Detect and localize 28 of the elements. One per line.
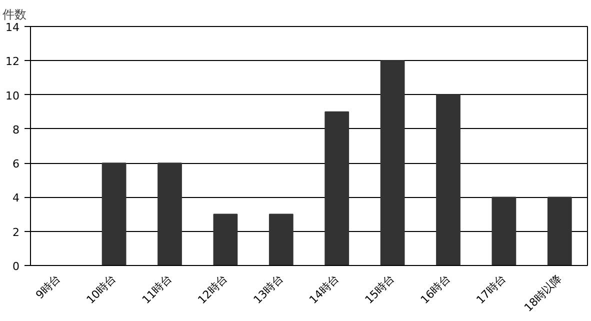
x-tick-label: 14時台 — [306, 272, 342, 307]
y-tick-label: 2 — [12, 226, 20, 239]
bar — [158, 162, 182, 266]
y-tick-label: 8 — [12, 123, 20, 136]
y-tick-label: 6 — [12, 158, 20, 171]
x-tick-label: 9時台 — [33, 272, 63, 302]
bar — [547, 196, 572, 266]
x-tick-label: 16時台 — [418, 272, 453, 307]
bar — [492, 196, 516, 266]
y-axis-title: 件数 — [2, 8, 26, 22]
y-tick-label: 10 — [6, 89, 20, 102]
x-tick-label: 11時台 — [140, 272, 174, 307]
x-tick-label: 18時以降 — [522, 272, 564, 314]
bar — [324, 111, 350, 266]
x-tick-label: 12時台 — [195, 272, 230, 307]
bar — [102, 162, 126, 266]
y-tick-label: 14 — [6, 21, 20, 34]
x-tick-label: 13時台 — [251, 272, 286, 307]
x-tick-label: 17時台 — [474, 272, 509, 307]
x-tick-label: 15時台 — [362, 272, 398, 307]
bar — [213, 214, 238, 266]
y-tick-label: 4 — [12, 192, 20, 205]
bar — [268, 214, 294, 266]
bar — [436, 94, 460, 266]
x-tick-label: 10時台 — [84, 272, 119, 307]
y-tick-label: 0 — [12, 260, 20, 273]
bar — [380, 60, 405, 266]
y-tick-label: 12 — [6, 55, 20, 68]
